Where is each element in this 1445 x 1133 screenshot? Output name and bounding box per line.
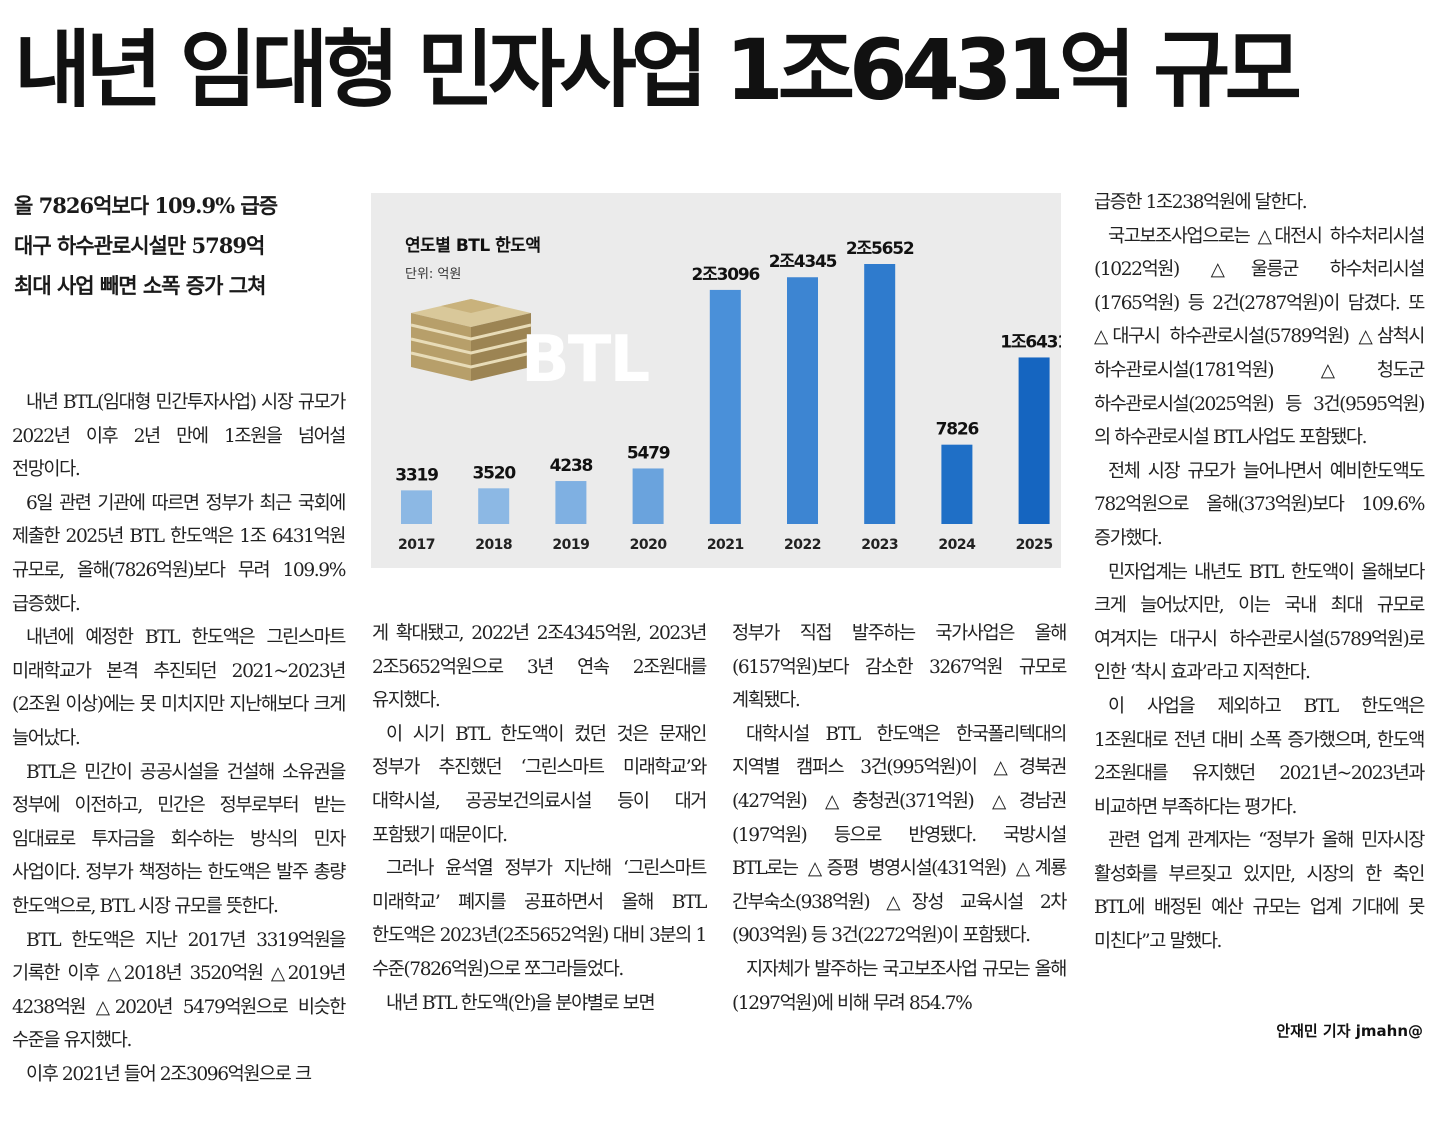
subheadline-3: 최대 사업 빼면 소폭 증가 그쳐 xyxy=(14,273,266,298)
subheadlines: 올 7826억보다 109.9% 급증 대구 하수관로시설만 5789억 최대 … xyxy=(14,186,344,306)
byline: 안재민 기자 jmahn@ xyxy=(1276,1022,1423,1040)
subheadline-1: 올 7826억보다 109.9% 급증 xyxy=(14,193,278,218)
paragraph: 그러나 윤석열 정부가 지난해 ‘그린스마트 미래학교’ 폐지를 공표하면서 올… xyxy=(372,858,707,980)
value-label-2024: 7826 xyxy=(936,420,979,440)
chart-title: 연도별 BTL 한도액 xyxy=(405,236,541,256)
bar-2017 xyxy=(401,490,432,524)
year-label-2020: 2020 xyxy=(630,537,668,553)
paragraph: BTL 한도액은 지난 2017년 3319억원을 기록한 이후 △2018년 … xyxy=(12,929,346,1052)
paragraph: 이후 2021년 들어 2조3096억원으로 크 xyxy=(26,1063,312,1085)
body-column-2: 게 확대됐고, 2022년 2조4345억원, 2023년 2조5652억원으로… xyxy=(372,617,707,1020)
bar-2018 xyxy=(478,488,510,524)
bar-2021 xyxy=(709,289,741,524)
paragraph: 국고보조사업으로는 △대전시 하수처리시설(1022억원) △울릉군 하수처리시… xyxy=(1094,225,1425,449)
btl-watermark: BTL xyxy=(521,323,649,397)
paragraph: 급증한 1조238억원에 달한다. xyxy=(1094,192,1308,213)
year-label-2024: 2024 xyxy=(938,537,976,553)
value-label-2017: 3319 xyxy=(395,465,438,485)
paragraph: 이 사업을 제외하고 BTL 한도액은 1조원대로 전년 대비 소폭 증가했으며… xyxy=(1094,695,1425,818)
body-column-4: 급증한 1조238억원에 달한다. 국고보조사업으로는 △대전시 하수처리시설(1… xyxy=(1094,186,1425,959)
paragraph: BTL은 민간이 공공시설을 건설해 소유권을 정부에 이전하고, 민간은 정부… xyxy=(12,761,346,917)
paragraph: 전체 시장 규모가 늘어나면서 예비한도액도 782억원으로 올해(373억원)… xyxy=(1094,460,1425,549)
bar-2019 xyxy=(555,481,587,524)
money-stack-icon xyxy=(410,299,532,381)
bar-2022 xyxy=(787,277,818,524)
year-label-2017: 2017 xyxy=(398,537,435,553)
year-label-2019: 2019 xyxy=(552,537,589,553)
year-label-2021: 2021 xyxy=(707,537,744,553)
body-column-3: 정부가 직접 발주하는 국가사업은 올해(6157억원)보다 감소한 3267억… xyxy=(732,617,1067,1020)
paragraph: 관련 업계 관계자는 “정부가 올해 민자시장 활성화를 부르짖고 있지만, 시… xyxy=(1094,830,1425,953)
value-label-2020: 5479 xyxy=(627,443,670,463)
year-label-2022: 2022 xyxy=(784,537,821,553)
paragraph: 6일 관련 기관에 따르면 정부가 최근 국회에 제출한 2025년 BTL 한… xyxy=(12,492,346,615)
headline: 내년 임대형 민자사업 1조6431억 규모 xyxy=(14,21,1302,119)
paragraph: 내년 BTL 한도액(안)을 분야별로 보면 xyxy=(386,992,656,1014)
year-label-2018: 2018 xyxy=(475,537,512,553)
value-label-2019: 4238 xyxy=(550,456,593,476)
value-label-2023: 2조5652 xyxy=(846,239,914,259)
year-label-2025: 2025 xyxy=(1016,537,1053,553)
bar-2023 xyxy=(864,264,896,524)
chart-unit: 단위: 억원 xyxy=(405,267,462,282)
paragraph: 내년 BTL(임대형 민간투자사업) 시장 규모가 2022년 이후 2년 만에… xyxy=(12,392,346,481)
paragraph: 게 확대됐고, 2022년 2조4345억원, 2023년 2조5652억원으로… xyxy=(372,623,707,712)
value-label-2018: 3520 xyxy=(472,463,516,483)
btl-bar-chart: 연도별 BTL 한도액 단위: 억원 BTL 3319 2017 3520 2018 4… xyxy=(371,193,1061,568)
year-label-2023: 2023 xyxy=(861,537,898,553)
subheadline-2: 대구 하수관로시설만 5789억 xyxy=(14,233,265,258)
bar-2025 xyxy=(1018,357,1050,524)
value-label-2025: 1조6431 xyxy=(1000,332,1061,352)
body-column-1: 내년 BTL(임대형 민간투자사업) 시장 규모가 2022년 이후 2년 만에… xyxy=(12,386,346,1091)
paragraph: 지자체가 발주하는 국고보조사업 규모는 올해(1297억원)에 비해 무려 8… xyxy=(732,958,1067,1014)
chart-canvas: BTL 3319 2017 3520 2018 4238 2019 5479 2020 2조30… xyxy=(395,239,1061,553)
paragraph: 이 시기 BTL 한도액이 컸던 것은 문재인 정부가 추진했던 ‘그린스마트 … xyxy=(372,723,707,846)
value-label-2021: 2조3096 xyxy=(692,265,760,285)
bar-2024 xyxy=(941,444,973,524)
paragraph: 정부가 직접 발주하는 국가사업은 올해(6157억원)보다 감소한 3267억… xyxy=(732,623,1067,712)
bar-2020 xyxy=(632,468,664,524)
paragraph: 내년에 예정한 BTL 한도액은 그린스마트 미래학교가 본격 추진되던 202… xyxy=(12,627,346,749)
value-label-2022: 2조4345 xyxy=(769,252,837,272)
paragraph: 대학시설 BTL 한도액은 한국폴리텍대의 지역별 캠퍼스 3건(995억원)이… xyxy=(732,723,1067,947)
paragraph: 민자업계는 내년도 BTL 한도액이 올해보다 크게 늘어났지만, 이는 국내 … xyxy=(1094,561,1425,684)
